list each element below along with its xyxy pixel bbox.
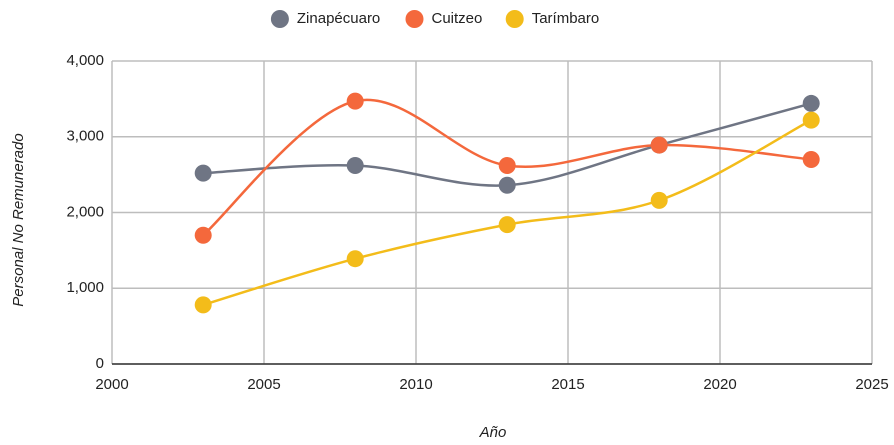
point bbox=[194, 164, 212, 182]
point bbox=[802, 94, 820, 112]
point bbox=[346, 250, 364, 268]
point bbox=[802, 111, 820, 129]
point bbox=[194, 226, 212, 244]
x-tick-label: 2015 bbox=[551, 376, 584, 393]
y-axis-title: Personal No Remunerado bbox=[10, 133, 27, 306]
point bbox=[346, 157, 364, 175]
y-tick-label: 4,000 bbox=[66, 52, 104, 69]
legend-label: Zinapécuaro bbox=[297, 10, 380, 27]
legend-marker bbox=[270, 10, 289, 28]
y-tick-label: 2,000 bbox=[66, 203, 104, 220]
point bbox=[650, 191, 668, 209]
x-tick-label: 2020 bbox=[703, 376, 736, 393]
y-tick-label: 1,000 bbox=[66, 279, 104, 296]
point bbox=[802, 150, 820, 168]
legend-marker bbox=[505, 10, 524, 28]
point bbox=[650, 136, 668, 154]
legend-marker bbox=[405, 10, 424, 28]
x-axis-title: Año bbox=[479, 424, 507, 441]
point bbox=[194, 296, 212, 314]
y-tick-label: 0 bbox=[96, 355, 104, 372]
point bbox=[498, 176, 516, 194]
x-tick-label: 2025 bbox=[855, 376, 888, 393]
y-tick-label: 3,000 bbox=[66, 128, 104, 145]
point bbox=[498, 157, 516, 175]
point bbox=[346, 92, 364, 110]
point bbox=[498, 216, 516, 234]
legend-label: Cuitzeo bbox=[432, 10, 483, 27]
x-tick-label: 2010 bbox=[399, 376, 432, 393]
x-tick-label: 2005 bbox=[247, 376, 280, 393]
x-tick-label: 2000 bbox=[95, 376, 128, 393]
legend-label: Tarímbaro bbox=[532, 10, 600, 27]
